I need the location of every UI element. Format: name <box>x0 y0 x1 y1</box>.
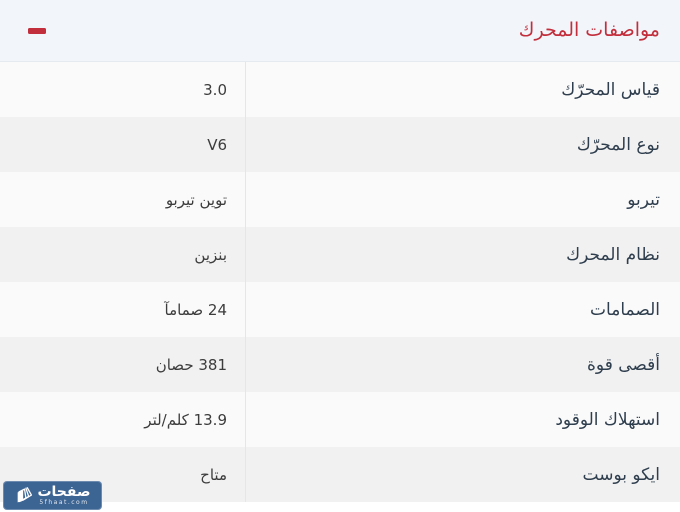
spec-row-fuel-consumption: استهلاك الوقود 13.9 كلم/لتر <box>0 392 680 447</box>
spec-value: بنزين <box>0 227 246 282</box>
spec-value: متاح <box>0 447 246 502</box>
collapse-minus-icon[interactable] <box>28 27 46 34</box>
spec-label: قياس المحرّك <box>561 79 660 100</box>
spec-row-valves: الصمامات 24 صمامآ <box>0 282 680 337</box>
spec-label: الصمامات <box>590 299 660 320</box>
spec-label: نظام المحرك <box>566 244 660 265</box>
spec-label: استهلاك الوقود <box>555 409 660 430</box>
spec-row-ecoboost: ايكو بوست متاح <box>0 447 680 502</box>
spec-row-fuel-system: نظام المحرك بنزين <box>0 227 680 282</box>
spec-label: أقصى قوة <box>587 354 660 375</box>
section-title: مواصفات المحرك <box>518 19 660 41</box>
spec-value: 381 حصان <box>0 337 246 392</box>
safahat-watermark-logo[interactable]: صفحات 5fhaat.com <box>3 481 102 510</box>
logo-site-url: 5fhaat.com <box>39 499 89 506</box>
spec-table: قياس المحرّك 3.0 نوع المحرّك V6 تيربو تو… <box>0 62 680 502</box>
spec-value: V6 <box>0 117 246 172</box>
spec-label: ايكو بوست <box>582 464 660 485</box>
spec-label: تيربو <box>627 189 660 210</box>
spec-value: 3.0 <box>0 62 246 117</box>
spec-value: 13.9 كلم/لتر <box>0 392 246 447</box>
spec-row-engine-type: نوع المحرّك V6 <box>0 117 680 172</box>
spec-row-max-power: أقصى قوة 381 حصان <box>0 337 680 392</box>
pages-icon <box>18 487 33 503</box>
spec-value: 24 صمامآ <box>0 282 246 337</box>
logo-text: صفحات 5fhaat.com <box>37 485 90 506</box>
spec-row-engine-size: قياس المحرّك 3.0 <box>0 62 680 117</box>
spec-label: نوع المحرّك <box>576 134 660 155</box>
logo-name: صفحات <box>37 484 91 500</box>
spec-row-turbo: تيربو توين تيربو <box>0 172 680 227</box>
section-header: مواصفات المحرك <box>0 0 680 62</box>
spec-value: توين تيربو <box>0 172 246 227</box>
